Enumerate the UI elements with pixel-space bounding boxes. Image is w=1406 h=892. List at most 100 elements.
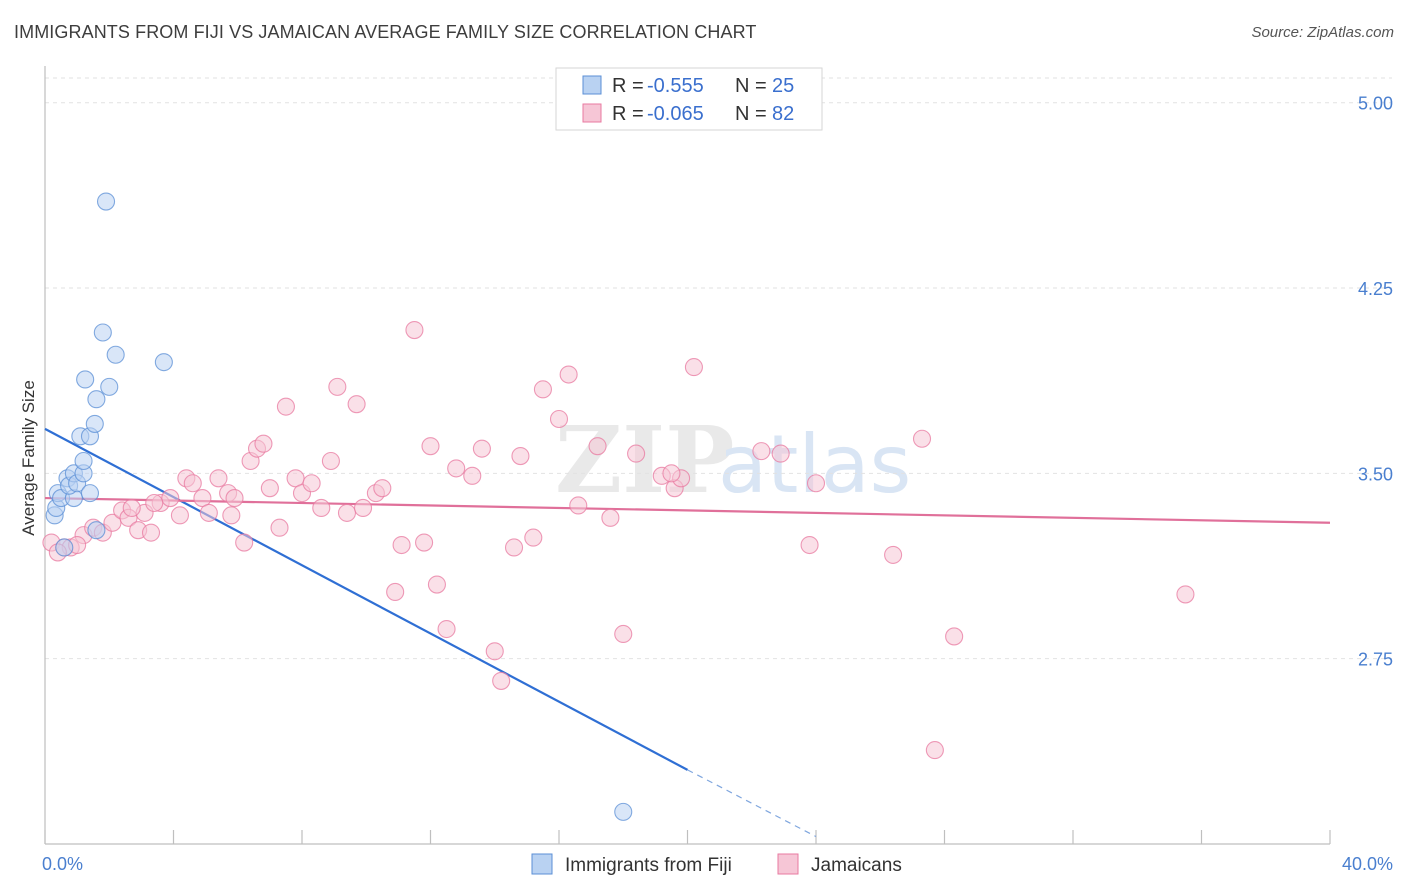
- y-tick-label: 5.00: [1358, 94, 1393, 114]
- data-point-jamaica: [752, 442, 771, 461]
- trend-extension-fiji: [687, 769, 817, 838]
- data-point-jamaica: [533, 380, 552, 399]
- data-point-jamaica: [209, 469, 228, 488]
- series-jamaicans: [42, 320, 1195, 760]
- legend-r-label: R =: [612, 75, 644, 97]
- series-fiji: [45, 192, 633, 821]
- trend-line-jamaica: [44, 496, 1331, 524]
- data-point-jamaica: [569, 496, 588, 515]
- data-point-jamaica: [353, 498, 373, 517]
- bottom-legend-swatch-jamaica: [777, 853, 799, 875]
- y-tick-labels: 5.00 4.25 3.50 2.75: [1358, 94, 1393, 670]
- data-point-jamaica: [347, 395, 366, 414]
- watermark-zip: ZIP: [555, 406, 734, 514]
- legend-r-label: R =: [612, 103, 644, 125]
- data-point-fiji: [106, 345, 125, 364]
- data-point-jamaica: [161, 489, 180, 508]
- data-point-jamaica: [199, 503, 218, 522]
- data-point-jamaica: [463, 466, 482, 485]
- watermark-atlas: atlas: [718, 418, 911, 511]
- bottom-legend-swatch-fiji: [531, 853, 553, 875]
- data-point-jamaica: [386, 582, 405, 602]
- legend-swatch-jamaica: [582, 103, 602, 123]
- x-tick-labels: 0.0% 40.0%: [42, 854, 1393, 874]
- data-point-jamaica: [222, 506, 241, 525]
- data-point-jamaica: [662, 464, 681, 483]
- data-point-jamaica: [601, 508, 620, 527]
- series-legend: Immigrants from Fiji Jamaicans: [531, 853, 902, 876]
- data-point-jamaica: [485, 642, 504, 661]
- data-point-jamaica: [806, 474, 826, 493]
- data-point-jamaica: [421, 437, 440, 456]
- data-point-jamaica: [415, 533, 434, 552]
- bottom-legend-label-fiji: Immigrants from Fiji: [565, 855, 732, 876]
- y-tick-label: 2.75: [1358, 650, 1393, 670]
- data-point-fiji: [154, 353, 173, 372]
- data-point-fiji: [96, 192, 116, 211]
- data-point-jamaica: [170, 506, 189, 525]
- gridlines: [45, 77, 1392, 660]
- data-point-jamaica: [183, 474, 202, 493]
- legend-r-value: -0.555: [647, 75, 704, 97]
- data-point-jamaica: [276, 397, 295, 416]
- data-point-jamaica: [427, 575, 446, 594]
- legend-n-label: N =: [735, 103, 767, 125]
- data-point-jamaica: [472, 439, 491, 458]
- y-tick-label: 4.25: [1358, 279, 1393, 299]
- data-point-jamaica: [405, 320, 424, 340]
- data-point-fiji: [76, 370, 95, 389]
- x-tick-label: 40.0%: [1342, 854, 1393, 874]
- data-point-jamaica: [1176, 585, 1195, 604]
- data-point-fiji: [93, 323, 112, 342]
- x-tick-label: 0.0%: [42, 854, 83, 874]
- data-point-jamaica: [235, 533, 254, 552]
- data-point-jamaica: [912, 429, 932, 448]
- legend-n-label: N =: [735, 75, 767, 97]
- data-point-jamaica: [945, 627, 964, 646]
- legend-r-value: -0.065: [647, 103, 704, 125]
- data-point-jamaica: [437, 619, 456, 639]
- data-point-fiji: [614, 802, 633, 821]
- data-point-jamaica: [524, 528, 543, 547]
- data-point-jamaica: [141, 523, 161, 542]
- data-point-jamaica: [511, 447, 530, 466]
- data-point-jamaica: [254, 434, 273, 453]
- data-point-jamaica: [321, 451, 340, 471]
- data-point-jamaica: [504, 538, 524, 557]
- axes: [44, 66, 1331, 845]
- source-credit: Source: ZipAtlas.com: [1251, 24, 1394, 41]
- data-point-jamaica: [260, 479, 279, 498]
- data-point-jamaica: [312, 498, 331, 517]
- data-point-jamaica: [614, 624, 633, 644]
- data-point-jamaica: [925, 741, 944, 760]
- data-point-fiji: [80, 484, 100, 503]
- y-axis-label: Average Family Size: [19, 380, 38, 536]
- trend-lines: [44, 427, 1331, 838]
- data-point-fiji: [100, 377, 119, 396]
- data-point-jamaica: [627, 444, 646, 463]
- watermark: ZIP atlas: [555, 406, 911, 514]
- data-point-jamaica: [270, 518, 289, 537]
- data-point-jamaica: [328, 377, 347, 396]
- trend-line-fiji: [44, 427, 689, 771]
- data-point-jamaica: [588, 437, 607, 456]
- data-point-jamaica: [337, 503, 357, 522]
- data-point-jamaica: [122, 498, 141, 517]
- data-point-fiji: [55, 538, 74, 557]
- data-point-fiji: [74, 451, 93, 471]
- data-point-jamaica: [684, 358, 703, 377]
- data-point-jamaica: [302, 474, 321, 493]
- data-point-jamaica: [392, 535, 411, 555]
- data-point-jamaica: [559, 365, 578, 384]
- data-point-jamaica: [225, 489, 244, 508]
- data-point-jamaica: [884, 545, 903, 564]
- data-point-fiji: [87, 390, 106, 409]
- data-point-jamaica: [492, 671, 511, 690]
- chart-title: IMMIGRANTS FROM FIJI VS JAMAICAN AVERAGE…: [14, 22, 757, 42]
- data-point-jamaica: [549, 409, 569, 429]
- legend-n-value: 25: [772, 75, 794, 97]
- stats-legend: R = -0.555 N = 25 R = -0.065 N = 82: [555, 67, 823, 131]
- bottom-legend-label-jamaica: Jamaicans: [811, 855, 902, 876]
- data-point-jamaica: [771, 444, 790, 463]
